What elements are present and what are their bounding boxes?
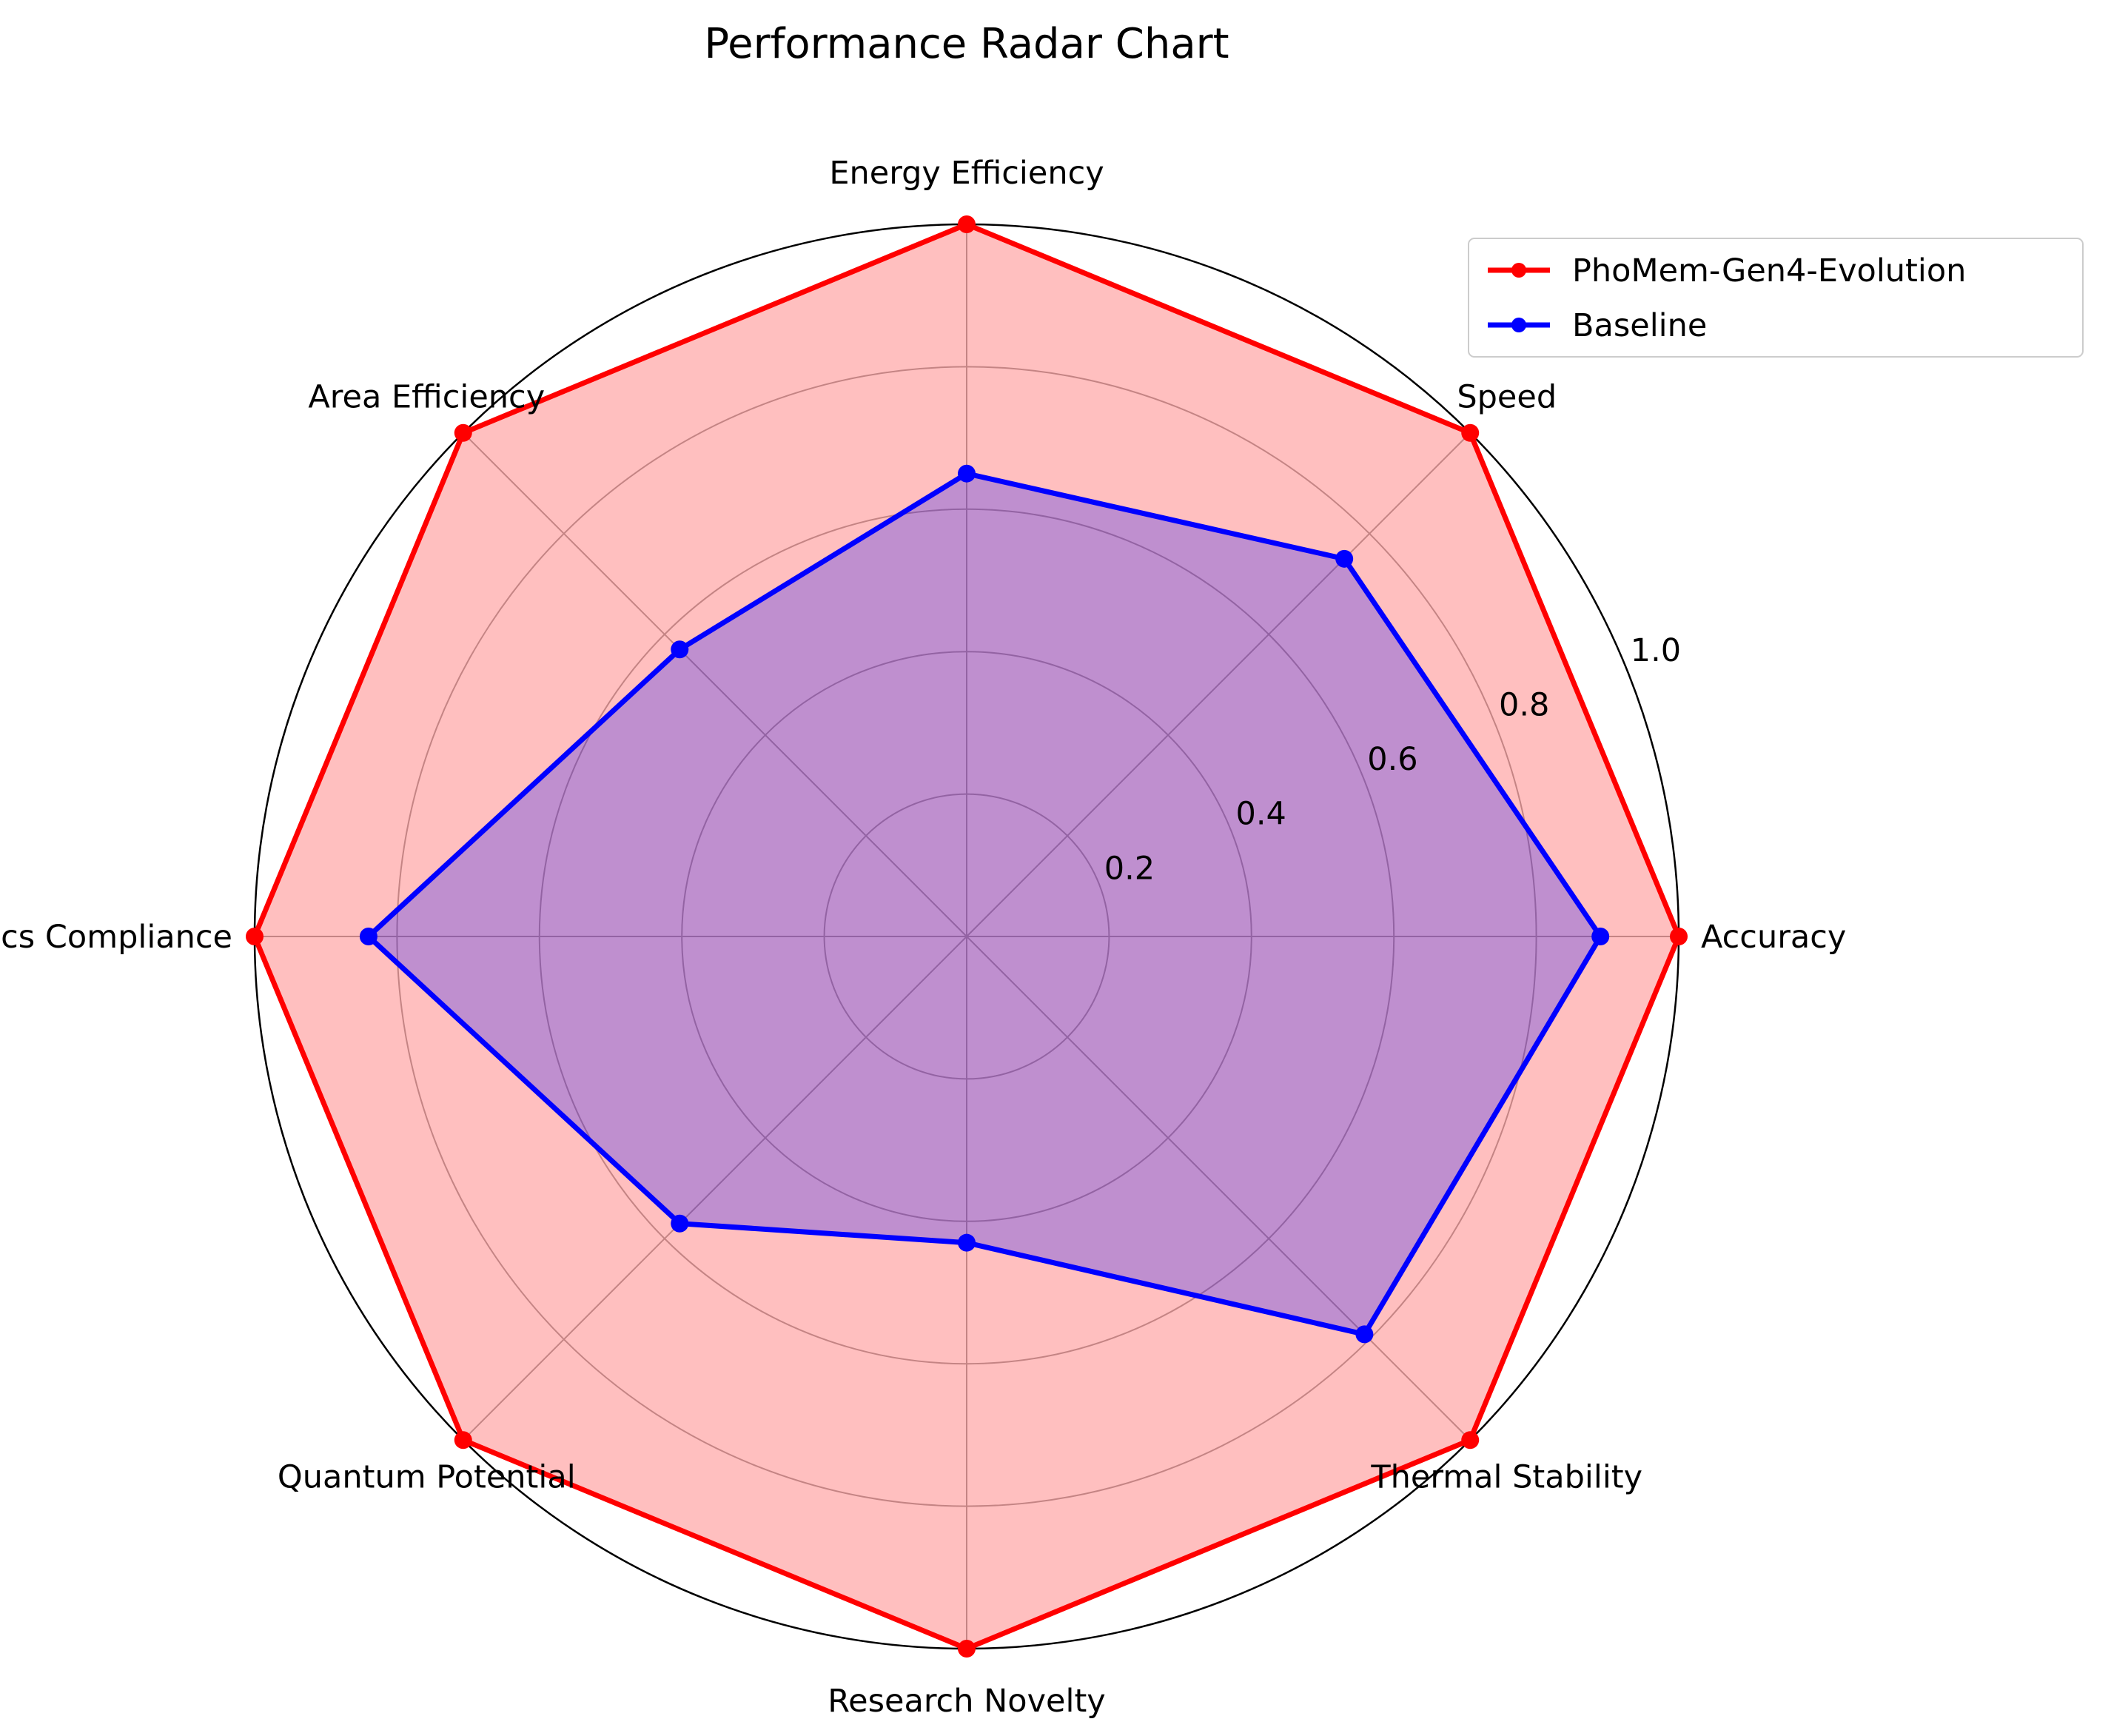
legend-marker-phomem — [1511, 263, 1526, 278]
data-point — [958, 1640, 976, 1658]
category-label: Energy Efficiency — [829, 155, 1104, 192]
data-point — [958, 464, 976, 483]
data-point — [1461, 423, 1480, 442]
category-label: Area Efficiency — [308, 378, 545, 415]
category-label: Thermal Stability — [1370, 1459, 1642, 1496]
radial-tick-label: 1.0 — [1631, 632, 1681, 669]
data-point — [671, 1214, 689, 1233]
radial-tick-label: 0.2 — [1104, 850, 1155, 887]
series-layer — [246, 215, 1688, 1658]
data-point — [1335, 549, 1354, 568]
category-label: Physics Compliance — [0, 919, 232, 956]
data-point — [454, 1431, 472, 1450]
spoke-line — [463, 936, 967, 1441]
data-point — [246, 928, 264, 945]
legend: PhoMem-Gen4-Evolution Baseline — [1468, 238, 2084, 358]
legend-label-phomem: PhoMem-Gen4-Evolution — [1572, 252, 1966, 289]
category-label: Speed — [1457, 378, 1557, 415]
data-point — [958, 1233, 976, 1252]
spoke-line — [966, 936, 1471, 1441]
series-fill-0 — [255, 224, 1679, 1649]
data-point — [359, 928, 377, 945]
data-point — [671, 640, 689, 659]
category-label: Quantum Potential — [278, 1459, 576, 1496]
radial-tick-label: 0.4 — [1236, 796, 1286, 833]
category-label: Research Novelty — [828, 1683, 1106, 1720]
chart-title: Performance Radar Chart — [704, 20, 1229, 68]
legend-marker-baseline — [1511, 318, 1526, 332]
legend-frame — [1468, 238, 2084, 358]
spoke-line — [966, 432, 1471, 937]
radial-tick-label: 0.8 — [1499, 686, 1549, 723]
data-point — [1461, 1431, 1480, 1450]
data-point — [1670, 928, 1688, 945]
legend-label-baseline: Baseline — [1572, 307, 1707, 344]
label-layer: 0.2 0.4 0.6 0.8 1.0 Accuracy Speed Energy Effic… — [0, 155, 1846, 1720]
category-label: Accuracy — [1701, 919, 1846, 956]
radial-tick-label: 0.6 — [1367, 741, 1417, 778]
data-point — [958, 215, 976, 233]
data-point — [454, 423, 472, 442]
series-fill-1 — [368, 473, 1601, 1335]
data-point — [1355, 1325, 1374, 1344]
spoke-line — [463, 432, 967, 937]
data-point — [1591, 928, 1610, 945]
